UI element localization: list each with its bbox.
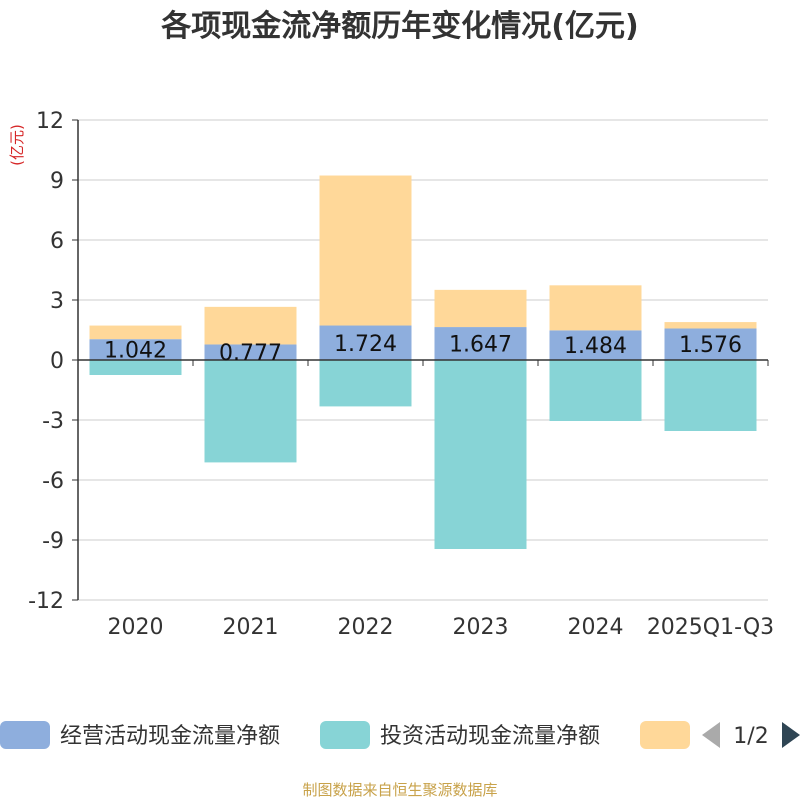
bar-series3-2024 <box>549 285 642 331</box>
bar-series3-2021 <box>204 306 297 345</box>
legend-label-series2[interactable]: 投资活动现金流量净额 <box>380 724 600 749</box>
legend-label-series1[interactable]: 经营活动现金流量净额 <box>60 724 280 749</box>
legend-swatch-series3[interactable] <box>640 721 690 749</box>
bar-series1-2021 <box>204 344 297 360</box>
y-axis-unit-label: (亿元) <box>8 124 26 166</box>
data-label: 1.647 <box>449 333 512 358</box>
footer-source: 制图数据来自恒生聚源数据库 <box>302 781 497 799</box>
y-tick-label: -3 <box>42 409 64 434</box>
bar-series2-2020 <box>89 360 182 375</box>
y-tick-label: -12 <box>28 589 64 614</box>
x-tick-label: 2025Q1-Q3 <box>647 615 774 640</box>
bar-series1-2022 <box>319 325 412 360</box>
data-label: 1.484 <box>564 334 627 359</box>
x-tick-label: 2020 <box>108 615 164 640</box>
data-label: 1.576 <box>679 333 742 358</box>
data-label: 0.777 <box>219 341 282 366</box>
legend-swatch-series2[interactable] <box>320 721 370 749</box>
bars <box>89 175 757 549</box>
y-tick-label: 6 <box>50 229 64 254</box>
legend-page-indicator: 1/2 <box>733 724 768 749</box>
y-tick-label: 9 <box>50 169 64 194</box>
bar-series1-2025Q1-Q3 <box>664 328 757 360</box>
legend-next-page-icon[interactable] <box>782 722 800 748</box>
legend-prev-page-icon[interactable] <box>702 722 720 748</box>
x-tick-label: 2021 <box>223 615 279 640</box>
bar-series3-2023 <box>434 289 527 328</box>
bar-series2-2024 <box>549 360 642 421</box>
bar-series2-2025Q1-Q3 <box>664 360 757 431</box>
bar-series3-2025Q1-Q3 <box>664 322 757 329</box>
data-label: 1.042 <box>104 339 167 364</box>
bar-series1-2020 <box>89 339 182 360</box>
axes: 12 9 6 3 0 -3 -6 -9 -12 2020 2021 2022 2023 2024 2025Q… <box>28 109 774 640</box>
bar-series2-2022 <box>319 360 412 407</box>
bar-series3-2020 <box>89 325 182 340</box>
grid-lines <box>78 119 768 601</box>
bar-series3-2022 <box>319 175 412 326</box>
y-tick-label: -6 <box>42 469 64 494</box>
y-tick-label: -9 <box>42 529 64 554</box>
bar-series2-2023 <box>434 360 527 549</box>
bar-series1-2023 <box>434 327 527 360</box>
x-tick-label: 2023 <box>453 615 509 640</box>
data-labels: 1.042 0.777 1.724 1.647 1.484 1.576 <box>104 332 742 366</box>
x-tick-label: 2024 <box>568 615 624 640</box>
legend: 经营活动现金流量净额 投资活动现金流量净额 1/2 <box>0 721 800 749</box>
data-label: 1.724 <box>334 332 397 357</box>
legend-swatch-series1[interactable] <box>0 721 50 749</box>
bar-series1-2024 <box>549 330 642 360</box>
y-tick-label: 12 <box>36 109 64 134</box>
y-tick-label: 3 <box>50 289 64 314</box>
chart-title: 各项现金流净额历年变化情况(亿元) <box>160 9 638 44</box>
y-tick-label: 0 <box>50 349 64 374</box>
bar-series2-2021 <box>204 360 297 463</box>
x-tick-label: 2022 <box>338 615 394 640</box>
